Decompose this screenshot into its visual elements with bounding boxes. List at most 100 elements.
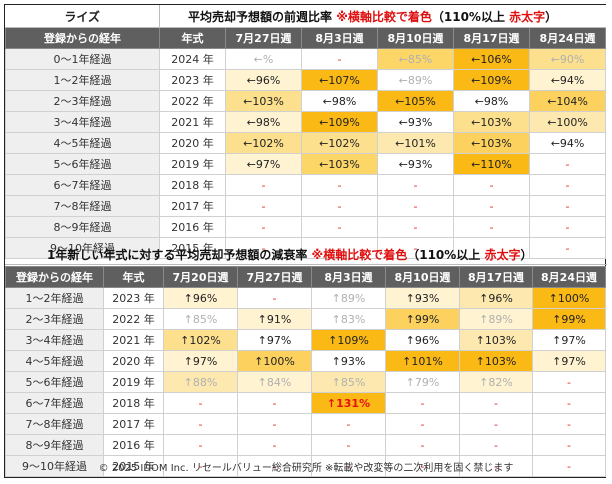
ratio-cell: -	[528, 237, 607, 259]
table-row: 4～5年経過 2020 年 ↑97% ↑100% ↑93% ↑101% ↑103% ↑97%	[5, 350, 606, 372]
elapsed-years-label: 1～2年経過	[5, 69, 160, 91]
ratio-cell: ↑131%	[311, 392, 386, 414]
report-frame: ライズ 平均売却予想額の前週比率 ※横軸比較で着色（110%以上 赤太字） 登録…	[4, 4, 607, 478]
column-header: 8月3日週	[301, 27, 378, 49]
ratio-cell: ←107%	[301, 69, 378, 91]
elapsed-years-label: 9～10年経過	[5, 237, 160, 259]
ratio-cell: -	[385, 455, 460, 477]
ratio-cell: -	[377, 195, 454, 217]
elapsed-years-label: 8～9年経過	[5, 216, 160, 238]
table-row: 6～7年経過 2018 年 - - ↑131% - - -	[5, 392, 606, 414]
elapsed-years-label: 7～8年経過	[5, 413, 104, 435]
ratio-cell: ←%	[225, 48, 302, 70]
elapsed-years-label: 1～2年経過	[5, 287, 104, 309]
ratio-cell: ←85%	[377, 48, 454, 70]
model-year: 2019 年	[103, 371, 164, 393]
column-header: 7月27日週	[237, 266, 312, 288]
table1-note-red: ※横軸比較で着色	[336, 9, 432, 24]
ratio-cell: -	[301, 216, 378, 238]
ratio-cell: ←96%	[225, 69, 302, 91]
table-row: 7～8年経過 2017 年------	[5, 413, 606, 435]
column-header: 8月17日週	[459, 266, 533, 288]
ratio-cell: ←106%	[453, 48, 530, 70]
ratio-cell: ↑85%	[163, 308, 238, 330]
elapsed-years-label: 9～10年経過	[5, 455, 104, 477]
model-year: 2018 年	[103, 392, 164, 414]
ratio-cell: ↑96%	[385, 329, 460, 351]
ratio-cell: -	[532, 413, 606, 435]
ratio-cell: ←109%	[301, 111, 378, 133]
ratio-cell: ↑101%	[385, 350, 460, 372]
ratio-cell: ←97%	[225, 153, 302, 175]
table-row: 9～10年経過 2015 年------	[5, 455, 606, 477]
model-year: 2021 年	[159, 111, 226, 133]
ratio-cell: ↑84%	[237, 371, 312, 393]
model-year: 2018 年	[159, 174, 226, 196]
ratio-cell: ↑99%	[532, 308, 606, 330]
ratio-cell: ←104%	[528, 90, 607, 112]
table1-header-row: 登録からの経年 年式 7月27日週 8月3日週 8月10日週 8月17日週 8月24日週	[5, 27, 607, 49]
elapsed-years-label: 7～8年経過	[5, 195, 160, 217]
ratio-cell: -	[385, 392, 460, 414]
column-header: 7月20日週	[163, 266, 238, 288]
ratio-cell: -	[532, 371, 606, 393]
model-year: 2021 年	[103, 329, 164, 351]
table-row: 2～3年経過 2022 年 ↑85% ↑91% ↑83% ↑99% ↑89% ↑99%	[5, 308, 606, 330]
model-year: 2017 年	[103, 413, 164, 435]
ratio-cell: ↑103%	[459, 329, 533, 351]
model-year: 2017 年	[159, 195, 226, 217]
model-year: 2016 年	[103, 434, 164, 456]
table-row: 7～8年経過 2017 年-----	[5, 195, 607, 217]
ratio-cell: ←94%	[528, 132, 607, 154]
ratio-cell: ←98%	[225, 111, 302, 133]
ratio-cell: ←103%	[301, 153, 378, 175]
ratio-cell: -	[311, 455, 386, 477]
ratio-cell: ↑100%	[532, 287, 606, 309]
ratio-cell: -	[163, 413, 238, 435]
decay-rate-table: 登録からの経年 年式 7月20日週 7月27日週 8月3日週 8月10日週 8月17日週 8月…	[5, 266, 606, 477]
column-header: 8月24日週	[528, 27, 607, 49]
table-row: 5～6年経過 2019 年 ↑88% ↑84% ↑85% ↑79% ↑82% -	[5, 371, 606, 393]
ratio-cell: ↑103%	[459, 350, 533, 372]
copyright-footer: © 2025 IDOM Inc. リセールバリュー総合研究所 ※転載や改変等の二…	[98, 463, 514, 474]
ratio-cell: ↑99%	[385, 308, 460, 330]
table-row: 4～5年経過 2020 年 ←102% ←102% ←101% ←103% ←94%	[5, 132, 607, 154]
model-year: 2015 年	[159, 237, 226, 259]
column-header: 8月24日週	[532, 266, 606, 288]
ratio-cell: -	[528, 216, 607, 238]
elapsed-years-label: 4～5年経過	[5, 350, 104, 372]
elapsed-years-label: 2～3年経過	[5, 90, 160, 112]
column-header: 7月27日週	[225, 27, 302, 49]
ratio-cell: ↑100%	[237, 350, 312, 372]
ratio-cell: -	[377, 216, 454, 238]
ratio-cell: -	[225, 174, 302, 196]
ratio-cell: ←109%	[453, 69, 530, 91]
ratio-cell: -	[301, 48, 378, 70]
ratio-cell: -	[459, 434, 533, 456]
column-header: 8月3日週	[311, 266, 386, 288]
model-year: 2022 年	[159, 90, 226, 112]
model-year: 2020 年	[103, 350, 164, 372]
table-row: 0～1年経過 2024 年 ←% - ←85% ←106% ←90%	[5, 48, 607, 70]
table2-note-red2: 赤太字	[484, 248, 521, 262]
ratio-cell: ←98%	[301, 90, 378, 112]
ratio-cell: ←89%	[377, 69, 454, 91]
ratio-cell: ←102%	[301, 132, 378, 154]
ratio-cell: -	[237, 434, 312, 456]
table-row: 5～6年経過 2019 年 ←97% ←103% ←93% ←110% -	[5, 153, 607, 175]
table1-note-red2: 赤太字	[509, 9, 546, 24]
model-year: 2016 年	[159, 216, 226, 238]
ratio-cell: -	[528, 195, 607, 217]
column-header: 登録からの経年	[5, 266, 104, 288]
ratio-cell: ↑97%	[532, 329, 606, 351]
ratio-cell: -	[237, 413, 312, 435]
ratio-cell: -	[459, 455, 533, 477]
elapsed-years-label: 5～6年経過	[5, 371, 104, 393]
elapsed-years-label: 0～1年経過	[5, 48, 160, 70]
ratio-cell: ←94%	[528, 69, 607, 91]
ratio-cell: ↑93%	[311, 350, 386, 372]
elapsed-years-label: 6～7年経過	[5, 174, 160, 196]
ratio-cell: -	[532, 392, 606, 414]
ratio-cell: ↑109%	[311, 329, 386, 351]
ratio-cell: ←93%	[377, 111, 454, 133]
